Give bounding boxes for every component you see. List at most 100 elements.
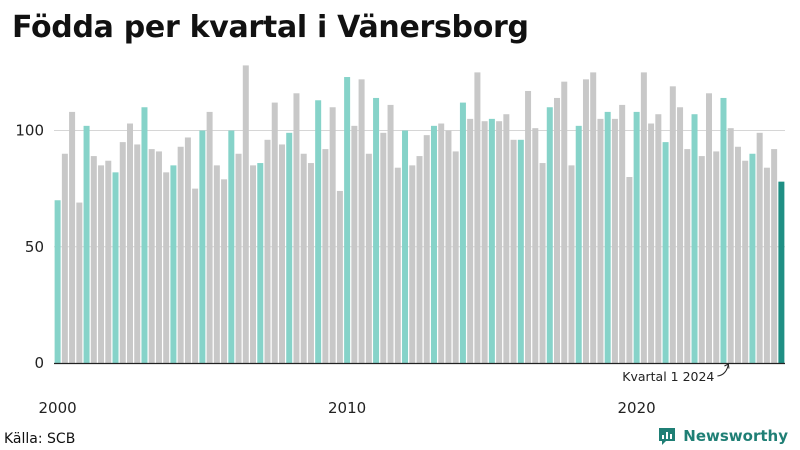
annotation-arrow [717, 363, 729, 377]
bar-2018K1 [575, 125, 582, 363]
bar-2002K3 [127, 123, 133, 364]
bar-2007K1 [257, 163, 264, 363]
bar-2003K3 [155, 151, 162, 363]
bar-2006K1 [228, 130, 235, 363]
bar-2004K2 [177, 146, 184, 363]
bar-2020K4 [655, 114, 662, 363]
bar-2022K1 [691, 114, 698, 363]
bar-2003K1 [141, 107, 148, 363]
brand-logo: Newsworthy [657, 426, 788, 446]
bar-2018K2 [582, 79, 589, 363]
bar-2003K2 [148, 149, 155, 363]
bar-2019K1 [604, 111, 611, 364]
bar-2012K3 [416, 156, 423, 363]
bar-2016K1 [517, 139, 524, 363]
bar-2010K3 [358, 79, 365, 363]
axis-labels: 0 50 100 2000 2010 2020 [15, 122, 655, 418]
bar-2000K1 [54, 200, 61, 363]
annotation: Kvartal 1 2024 [622, 363, 730, 384]
bar-2013K1 [430, 125, 437, 363]
bar-2005K4 [221, 179, 228, 363]
bar-2009K1 [315, 100, 322, 364]
bar-2006K3 [242, 65, 249, 364]
annotation-label: Kvartal 1 2024 [622, 369, 714, 384]
bar-2008K3 [300, 153, 307, 363]
bar-2008K2 [293, 93, 300, 364]
bar-2002K1 [112, 172, 119, 363]
bar-2014K4 [481, 121, 488, 363]
bar-2022K3 [706, 93, 712, 364]
bar-2007K3 [271, 102, 278, 363]
bar-2023K4 [742, 160, 749, 363]
bar-2017K1 [546, 107, 553, 363]
bar-2013K2 [438, 123, 445, 364]
bar-2006K2 [235, 153, 242, 363]
bar-2016K3 [532, 128, 539, 363]
bar-2008K4 [307, 163, 314, 363]
bar-2009K3 [329, 107, 336, 363]
bar-2014K1 [459, 102, 466, 363]
bar-2014K3 [474, 72, 481, 364]
bar-2015K4 [510, 139, 517, 363]
x-year-label-2000: 2000 [39, 399, 77, 417]
bar-2015K1 [488, 118, 495, 364]
bar-2014K2 [467, 118, 474, 364]
bar-2011K4 [394, 167, 401, 363]
bar-2001K2 [90, 156, 97, 363]
bar-2009K4 [336, 190, 343, 363]
brand-name: Newsworthy [683, 427, 788, 445]
bar-2017K2 [554, 97, 561, 363]
bar-2002K4 [134, 144, 141, 363]
source-note: Källa: SCB [4, 431, 76, 447]
bar-2004K1 [170, 165, 177, 363]
bar-2011K2 [380, 132, 387, 363]
bar-2021K4 [684, 149, 691, 363]
bar-2007K4 [278, 144, 285, 363]
bar-2021K2 [669, 86, 676, 363]
bar-2020K1 [633, 111, 640, 364]
bar-2011K3 [387, 104, 394, 364]
bar-2007K2 [264, 139, 271, 363]
bar-2009K2 [322, 149, 329, 363]
bar-2008K1 [286, 132, 293, 363]
bar-2005K2 [206, 111, 213, 364]
y-tick-label-0: 0 [34, 354, 44, 372]
bar-2005K3 [213, 165, 220, 363]
annotation-arrowhead [724, 363, 730, 369]
bar-2010K4 [365, 153, 372, 363]
x-year-label-2010: 2010 [328, 399, 366, 417]
bar-2019K4 [626, 177, 633, 363]
bar-2019K2 [611, 118, 618, 364]
bar-2015K3 [503, 114, 510, 363]
bars [54, 65, 785, 364]
y-tick-label-50: 50 [25, 238, 44, 256]
bar-undefined [771, 149, 778, 363]
bar-2012K4 [423, 135, 430, 363]
bar-2001K1 [83, 125, 90, 363]
bar-2006K4 [250, 165, 257, 363]
bar-2010K1 [344, 77, 351, 364]
bar-2021K1 [662, 142, 669, 363]
bar-undefined [778, 181, 785, 363]
bar-2000K3 [69, 111, 76, 364]
bar-2022K4 [713, 151, 720, 363]
x-year-label-2020: 2020 [618, 399, 656, 417]
bar-2018K4 [597, 118, 604, 364]
y-tick-label-100: 100 [15, 122, 44, 140]
bar-2001K4 [105, 160, 112, 363]
page-title: Födda per kvartal i Vänersborg [12, 10, 529, 45]
bar-2023K3 [734, 146, 741, 363]
bar-2015K2 [496, 121, 503, 363]
bar-2016K4 [539, 163, 546, 363]
bar-2012K2 [409, 165, 416, 363]
bar-2013K4 [452, 151, 459, 363]
bar-2012K1 [402, 130, 409, 363]
bar-2023K2 [727, 128, 734, 363]
bar-2002K2 [119, 142, 126, 363]
bar-2020K2 [640, 72, 647, 364]
bar-2010K2 [351, 125, 358, 363]
bar-2016K2 [525, 90, 532, 363]
bar-2001K3 [98, 165, 105, 363]
bar-2003K4 [163, 172, 170, 363]
